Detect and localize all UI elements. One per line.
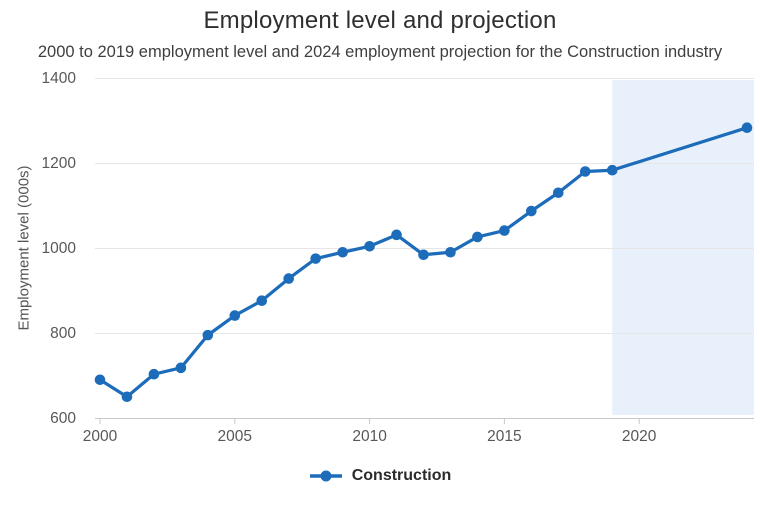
x-tick-label: 2020 xyxy=(622,428,657,445)
data-point[interactable] xyxy=(337,246,348,258)
data-point[interactable] xyxy=(256,295,268,307)
data-point[interactable] xyxy=(499,225,510,236)
y-tick-label: 600 xyxy=(50,410,76,427)
x-tick-label: 2000 xyxy=(83,428,118,445)
projection-band xyxy=(612,80,754,415)
data-point[interactable] xyxy=(579,166,591,177)
chart-subtitle: 2000 to 2019 employment level and 2024 e… xyxy=(37,43,723,61)
data-point[interactable] xyxy=(418,249,429,261)
data-point[interactable] xyxy=(283,273,295,284)
y-tick-label: 1200 xyxy=(42,155,77,172)
data-point[interactable] xyxy=(229,310,241,321)
y-tick-label: 1000 xyxy=(42,240,77,257)
data-point[interactable] xyxy=(121,391,133,403)
data-point[interactable] xyxy=(391,229,402,241)
data-point[interactable] xyxy=(472,231,483,243)
data-point[interactable] xyxy=(310,253,321,264)
x-tick-label: 2010 xyxy=(352,428,387,445)
x-tick-label: 2005 xyxy=(218,428,252,445)
chart-title: Employment level and projection xyxy=(203,7,557,34)
legend-item-construction[interactable]: Construction xyxy=(0,467,760,485)
y-tick-label: 800 xyxy=(50,325,76,342)
data-point[interactable] xyxy=(148,368,160,380)
legend-label: Construction xyxy=(351,467,452,484)
data-point[interactable] xyxy=(526,205,537,217)
data-point[interactable] xyxy=(202,329,214,341)
y-tick-label: 1400 xyxy=(42,70,77,87)
data-point[interactable] xyxy=(94,374,106,386)
data-point[interactable] xyxy=(552,187,564,199)
data-point[interactable] xyxy=(364,241,375,252)
legend-line-marker-icon xyxy=(309,470,342,482)
data-point[interactable] xyxy=(175,362,187,374)
data-point[interactable] xyxy=(606,164,618,176)
data-point[interactable] xyxy=(445,246,456,258)
data-point[interactable] xyxy=(741,122,753,134)
x-tick-label: 2015 xyxy=(487,428,521,445)
